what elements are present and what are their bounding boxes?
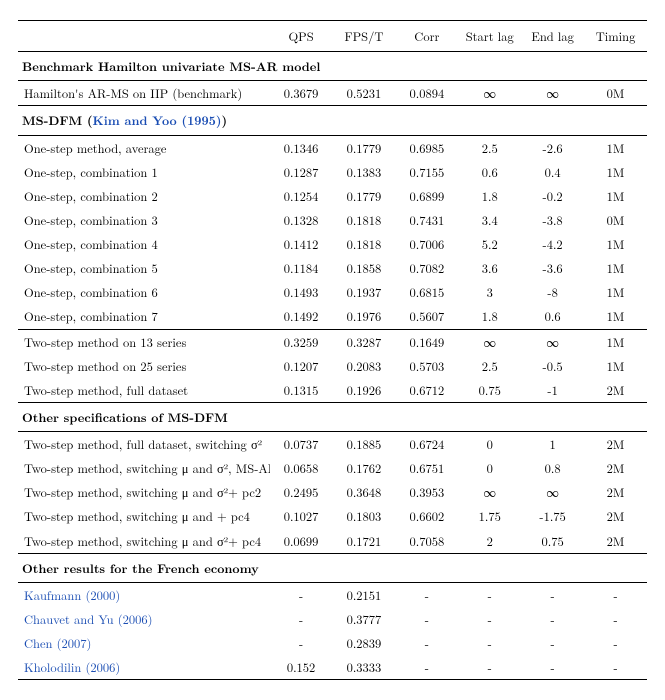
table-row: Kaufmann (2000) -0.2151- --- (18, 582, 647, 607)
table-row: One-step, combination 2 0.12540.17790.68… (18, 184, 647, 208)
col-timing: Timing (584, 21, 647, 52)
row-label: Two-step method, full dataset, switching… (18, 432, 270, 457)
table-row: One-step, combination 3 0.13280.18180.74… (18, 208, 647, 232)
cell-t: 0M (584, 81, 647, 106)
row-label: Two-step method, full dataset (18, 378, 270, 403)
row-label: One-step, combination 1 (18, 160, 270, 184)
table-row: One-step, combination 7 0.14920.19760.56… (18, 304, 647, 329)
cell-sl: ∞ (458, 81, 521, 106)
table-row: One-step, combination 4 0.14120.18180.70… (18, 232, 647, 256)
table-row: Two-step method, switching μ and σ²+ pc4… (18, 529, 647, 554)
cite-kim-yoo[interactable]: Kim and Yoo (93, 111, 177, 129)
col-startlag: Start lag (458, 21, 521, 52)
row-label: One-step, combination 2 (18, 184, 270, 208)
row-label: Two-step method on 25 series (18, 354, 270, 378)
table-row: Kholodilin (2006) 0.1520.3333- --- (18, 655, 647, 680)
table-row: Chen (2007) -0.2839- --- (18, 631, 647, 655)
row-label: Two-step method, switching μ and + pc4 (18, 504, 270, 528)
cite-kaufmann[interactable]: Kaufmann (24, 586, 81, 604)
col-endlag: End lag (521, 21, 584, 52)
row-label: One-step, combination 4 (18, 232, 270, 256)
row-label: Two-step method, switching μ and σ², MS-… (18, 456, 270, 480)
row-label: One-step, combination 6 (18, 280, 270, 304)
table-row: Chauvet and Yu (2006) -0.3777- --- (18, 607, 647, 631)
table-row: Two-step method, switching μ and + pc4 0… (18, 504, 647, 528)
table-row: One-step, combination 5 0.11840.18580.70… (18, 256, 647, 280)
row-label: Two-step method, switching μ and σ²+ pc4 (18, 529, 270, 554)
table-row: One-step, combination 1 0.12870.13830.71… (18, 160, 647, 184)
header-row: QPS FPS/T Corr Start lag End lag Timing (18, 21, 647, 52)
section-benchmark: Benchmark Hamilton univariate MS-AR mode… (18, 52, 647, 81)
row-label: Kaufmann (2000) (18, 582, 270, 607)
row-label: Chen (2007) (18, 631, 270, 655)
table-row: Two-step method, full dataset, switching… (18, 432, 647, 457)
table-row: Two-step method, switching μ and σ², MS-… (18, 456, 647, 480)
cite-chen[interactable]: Chen (24, 634, 52, 652)
row-label: Chauvet and Yu (2006) (18, 607, 270, 631)
table-row: One-step, combination 6 0.14930.19370.68… (18, 280, 647, 304)
row-label: One-step, combination 5 (18, 256, 270, 280)
results-table: QPS FPS/T Corr Start lag End lag Timing … (18, 20, 647, 680)
col-corr: Corr (395, 21, 458, 52)
cell-corr: 0.0894 (395, 81, 458, 106)
cell-fps: 0.5231 (333, 81, 396, 106)
section-other-spec: Other specifications of MS-DFM (18, 402, 647, 431)
cite-chauvet-yu[interactable]: Chauvet and Yu (24, 610, 114, 628)
row-label: Kholodilin (2006) (18, 655, 270, 680)
cite-kholodilin[interactable]: Kholodilin (24, 658, 81, 676)
cell-qps: 0.3679 (270, 81, 333, 106)
row-label: Two-step method, switching μ and σ²+ pc2 (18, 480, 270, 504)
col-fps: FPS/T (333, 21, 396, 52)
cell-el: ∞ (521, 81, 584, 106)
row-label: Two-step method on 13 series (18, 329, 270, 354)
table-row: Two-step method, switching μ and σ²+ pc2… (18, 480, 647, 504)
table-row: Two-step method on 25 series 0.12070.208… (18, 354, 647, 378)
section-msdfm: MS-DFM (Kim and Yoo (1995)) (18, 106, 647, 135)
row-label: Hamilton's AR-MS on IIP (benchmark) (18, 81, 270, 106)
row-label: One-step, combination 7 (18, 304, 270, 329)
section-other-results: Other results for the French economy (18, 553, 647, 582)
table-row: Hamilton's AR-MS on IIP (benchmark) 0.36… (18, 81, 647, 106)
row-label: One-step, combination 3 (18, 208, 270, 232)
table-row: One-step method, average 0.13460.17790.6… (18, 135, 647, 160)
table-row: Two-step method, full dataset 0.13150.19… (18, 378, 647, 403)
table-row: Two-step method on 13 series 0.32590.328… (18, 329, 647, 354)
row-label: One-step method, average (18, 135, 270, 160)
col-qps: QPS (270, 21, 333, 52)
